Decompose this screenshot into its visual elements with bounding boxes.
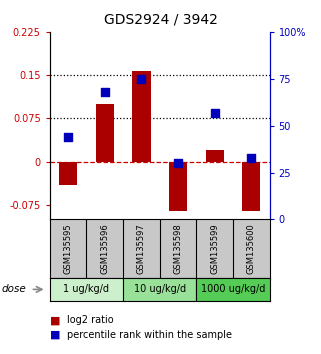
Text: GSM135597: GSM135597 [137, 223, 146, 274]
Text: GSM135598: GSM135598 [174, 223, 183, 274]
Text: 10 ug/kg/d: 10 ug/kg/d [134, 284, 186, 295]
Bar [59, 162, 77, 185]
Point [139, 76, 144, 81]
Text: 1000 ug/kg/d: 1000 ug/kg/d [201, 284, 265, 295]
Text: dose: dose [2, 284, 26, 295]
Text: 1 ug/kg/d: 1 ug/kg/d [64, 284, 109, 295]
Text: GDS2924 / 3942: GDS2924 / 3942 [104, 12, 217, 27]
Bar [132, 70, 151, 162]
Point [249, 155, 254, 160]
Text: GSM135600: GSM135600 [247, 223, 256, 274]
Point [212, 110, 217, 115]
Text: GSM135595: GSM135595 [64, 223, 73, 274]
Bar [96, 104, 114, 162]
Text: log2 ratio: log2 ratio [67, 315, 114, 325]
Text: percentile rank within the sample: percentile rank within the sample [67, 330, 232, 339]
Point [102, 89, 107, 95]
Text: GSM135596: GSM135596 [100, 223, 109, 274]
Text: GSM135599: GSM135599 [210, 223, 219, 274]
Point [65, 134, 71, 140]
Bar [205, 150, 224, 162]
Bar [242, 162, 260, 211]
Text: ■: ■ [50, 315, 60, 325]
Text: ■: ■ [50, 330, 60, 339]
Point [176, 160, 181, 166]
Bar [169, 162, 187, 211]
